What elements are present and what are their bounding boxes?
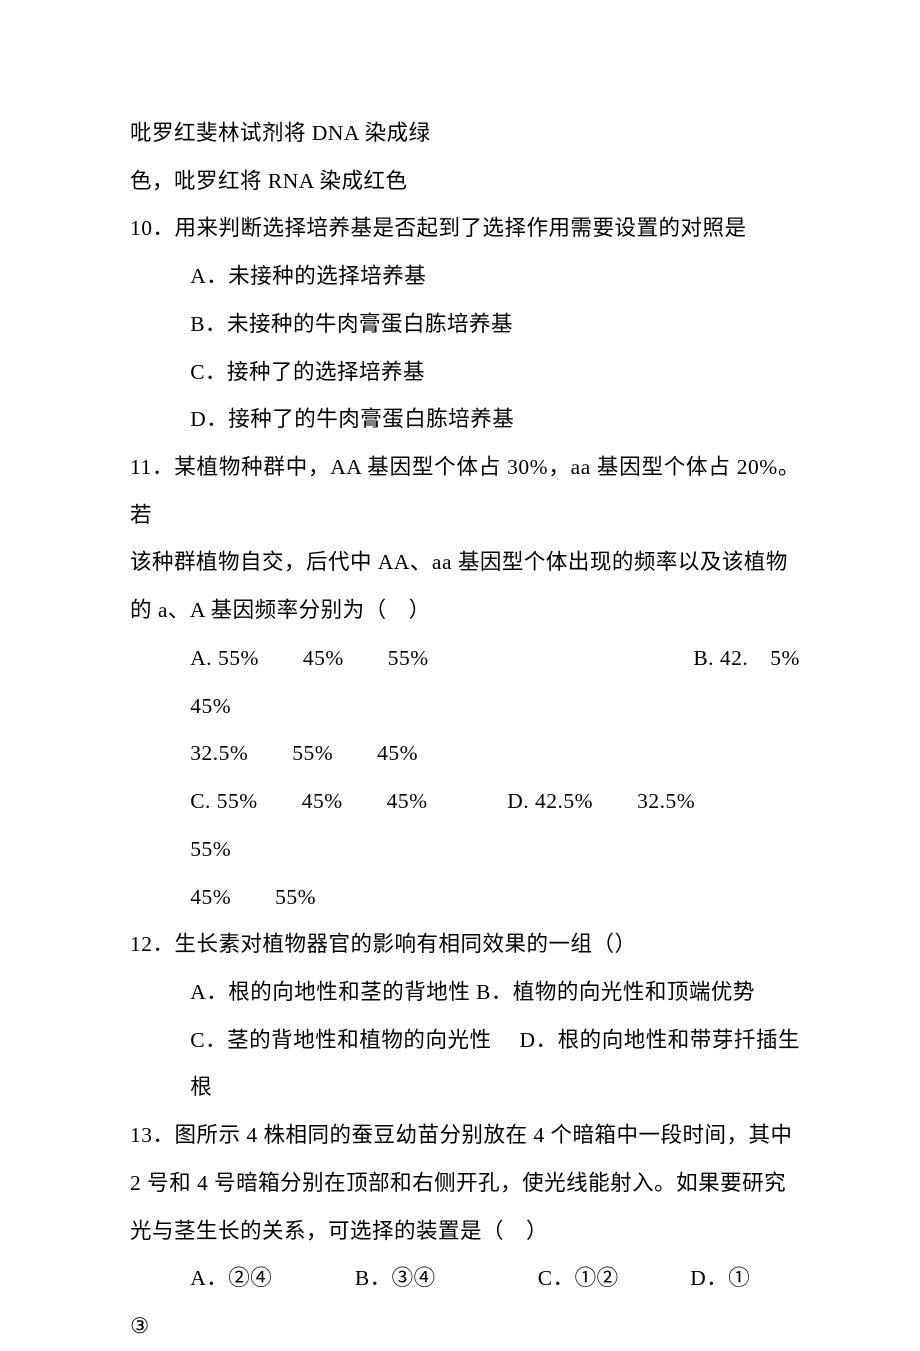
q13-option-d-cont: ③ — [130, 1303, 800, 1351]
q10-stem: 10．用来判断选择培养基是否起到了选择作用需要设置的对照是 — [130, 205, 800, 253]
q12-options-cd: C．茎的背地性和植物的向光性 D．根的向地性和带芽扦插生根 — [130, 1017, 800, 1112]
q11-option-b: B. 42. 5% — [507, 635, 800, 730]
q10-option-d: D．接种了的牛肉膏蛋白胨培养基 — [130, 396, 800, 444]
frag-line-1: 吡罗红斐林试剂将 DNA 染成绿 — [130, 110, 800, 158]
q10-option-c: C．接种了的选择培养基 — [130, 349, 800, 397]
q12-options-ab: A．根的向地性和茎的背地性 B．植物的向光性和顶端优势 — [130, 969, 800, 1017]
q11-stem-1: 11．某植物种群中，AA 基因型个体占 30%，aa 基因型个体占 20%。若 — [130, 444, 800, 539]
q13-option-c: C．①② — [538, 1255, 690, 1303]
q11-options-row-cd: C. 55% 45% 45% 55% D. 42.5% 32.5% — [130, 778, 800, 873]
q13-stem-3: 光与茎生长的关系，可选择的装置是（ ） — [130, 1208, 800, 1256]
q13-stem-2: 2 号和 4 号暗箱分别在顶部和右侧开孔，使光线能射入。如果要研究 — [130, 1160, 800, 1208]
q11-option-d-cont: 45% 55% — [130, 874, 800, 922]
q11-stem-3: 的 a、A 基因频率分别为（ ） — [130, 587, 800, 635]
q10-option-a: A．未接种的选择培养基 — [130, 253, 800, 301]
q13-stem-1: 13．图所示 4 株相同的蚕豆幼苗分别放在 4 个暗箱中一段时间，其中 — [130, 1112, 800, 1160]
q12-stem: 12．生长素对植物器官的影响有相同效果的一组（） — [130, 921, 800, 969]
q11-option-d: D. 42.5% 32.5% — [507, 778, 800, 873]
q13-option-d: D．① — [690, 1255, 800, 1303]
document-page: 吡罗红斐林试剂将 DNA 染成绿 色，吡罗红将 RNA 染成红色 10．用来判断… — [0, 0, 920, 1302]
q11-option-c: C. 55% 45% 45% 55% — [190, 778, 507, 873]
q11-option-a-cont: 32.5% 55% 45% — [130, 730, 800, 778]
q13-option-a: A．②④ — [190, 1255, 355, 1303]
q10-option-b: B．未接种的牛肉膏蛋白胨培养基 — [130, 301, 800, 349]
q11-stem-2: 该种群植物自交，后代中 AA、aa 基因型个体出现的频率以及该植物 — [130, 539, 800, 587]
q13-options-row: A．②④ B．③④ C．①② D．① — [130, 1255, 800, 1303]
frag-line-2: 色，吡罗红将 RNA 染成红色 — [130, 158, 800, 206]
q11-options-row-ab: A. 55% 45% 55% 45% B. 42. 5% — [130, 635, 800, 730]
q11-option-a: A. 55% 45% 55% 45% — [190, 635, 507, 730]
q13-option-b: B．③④ — [355, 1255, 538, 1303]
